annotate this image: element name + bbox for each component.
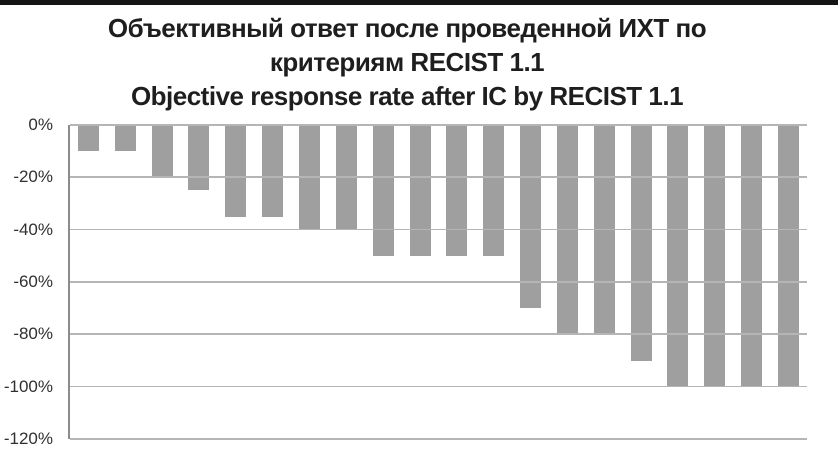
gridline [70, 176, 807, 178]
y-axis-tick-label: -80% [13, 324, 53, 344]
bar [114, 125, 136, 152]
y-axis-tick-label: -40% [13, 219, 53, 239]
bar-slot [181, 125, 218, 439]
bar [483, 125, 505, 256]
y-axis-tick-label: -120% [3, 429, 53, 448]
bar-slot [733, 125, 770, 439]
bar-slot [696, 125, 733, 439]
bar-slot [107, 125, 144, 439]
plot-area [68, 124, 807, 440]
bar-slot [475, 125, 512, 439]
chart-title: Объективный ответ после проведенной ИХТ … [0, 11, 814, 113]
bar [77, 125, 99, 152]
bar-slot [770, 125, 807, 439]
gridline [70, 438, 807, 440]
bar [704, 125, 726, 387]
bar-slot [70, 125, 107, 439]
bar [372, 125, 394, 256]
gridline [70, 385, 807, 388]
bar-slot [254, 125, 291, 439]
bar-slot [217, 125, 254, 439]
y-axis-tick-label: -20% [13, 167, 53, 187]
bar-slot [623, 125, 660, 439]
chart-title-ru-line2: критериям RECIST 1.1 [269, 47, 545, 77]
bar [667, 125, 689, 387]
gridline [70, 228, 807, 231]
chart-title-en: Objective response rate after IC by RECI… [130, 81, 684, 111]
gridline [70, 281, 807, 283]
bar [630, 125, 652, 361]
bar [446, 125, 468, 256]
bar-slot [512, 125, 549, 439]
chart-title-ru-line1: Объективный ответ после проведенной ИХТ … [107, 13, 707, 43]
bar [151, 125, 173, 178]
y-axis-tick-label: 0% [28, 115, 53, 134]
bar [741, 125, 763, 387]
bar [188, 125, 210, 191]
bar-slot [660, 125, 697, 439]
bar-slot [438, 125, 475, 439]
y-axis-tick-label: -60% [13, 272, 53, 291]
top-border-rule [0, 0, 838, 5]
bar [262, 125, 284, 217]
bar [520, 125, 542, 309]
bar [409, 125, 431, 256]
gridline [70, 124, 807, 126]
y-axis-tick-labels: 0% -20% -40% -60% -80% -100% -120% [0, 115, 56, 448]
bar-slot [365, 125, 402, 439]
bar [225, 125, 247, 217]
y-axis-tick-label: -100% [3, 376, 53, 396]
gridline [70, 333, 807, 335]
bar-slot [402, 125, 439, 439]
bar-slot [144, 125, 181, 439]
bar [777, 125, 799, 387]
